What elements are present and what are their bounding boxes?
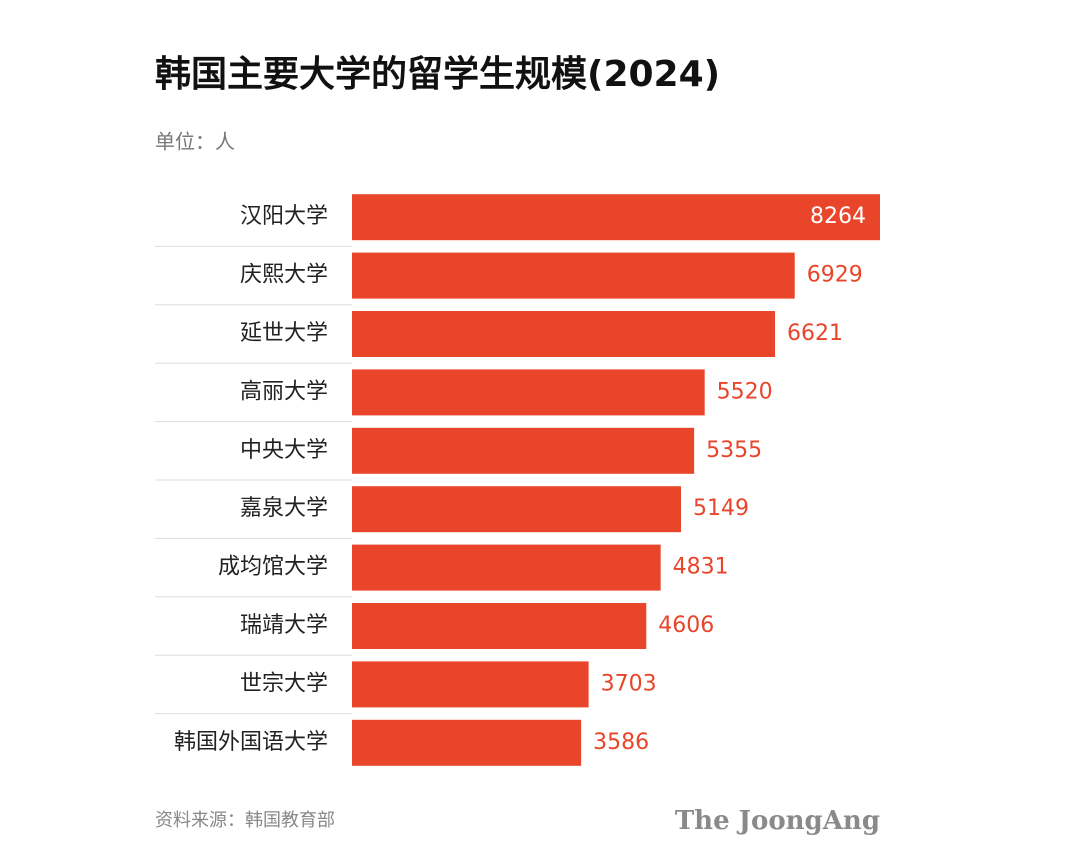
bar — [352, 311, 776, 357]
bar — [352, 603, 647, 649]
category-label: 高丽大学 — [240, 379, 328, 404]
bar — [352, 661, 589, 708]
category-label: 嘉泉大学 — [240, 496, 328, 521]
category-label: 庆熙大学 — [240, 263, 328, 288]
value-label: 4606 — [658, 613, 714, 638]
value-label: 4831 — [673, 555, 729, 580]
value-label: 6929 — [807, 263, 863, 288]
chart-title: 韩国主要大学的留学生规模(2024) — [155, 53, 720, 95]
bar — [352, 719, 582, 766]
bar — [352, 194, 880, 241]
bar — [352, 252, 795, 299]
category-label: 韩国外国语大学 — [174, 730, 328, 755]
bar — [352, 427, 695, 474]
category-label: 延世大学 — [240, 321, 328, 346]
bar — [352, 544, 661, 591]
value-label: 5149 — [693, 496, 749, 521]
bar — [352, 369, 705, 416]
value-label: 5355 — [706, 438, 762, 463]
bar — [352, 486, 681, 533]
value-label: 8264 — [810, 204, 866, 229]
category-label: 中央大学 — [240, 438, 328, 463]
category-label: 世宗大学 — [240, 671, 328, 696]
category-label: 成均馆大学 — [218, 555, 328, 580]
source: 资料来源：韩国教育部 — [155, 810, 335, 831]
value-label: 6621 — [787, 321, 843, 346]
value-label: 5520 — [717, 379, 773, 404]
category-label: 瑞靖大学 — [240, 613, 328, 638]
category-label: 汉阳大学 — [240, 204, 328, 229]
value-label: 3586 — [593, 730, 649, 755]
brand: The JoongAng — [675, 806, 880, 836]
unit-label: 单位：人 — [155, 130, 235, 154]
value-label: 3703 — [601, 671, 657, 696]
